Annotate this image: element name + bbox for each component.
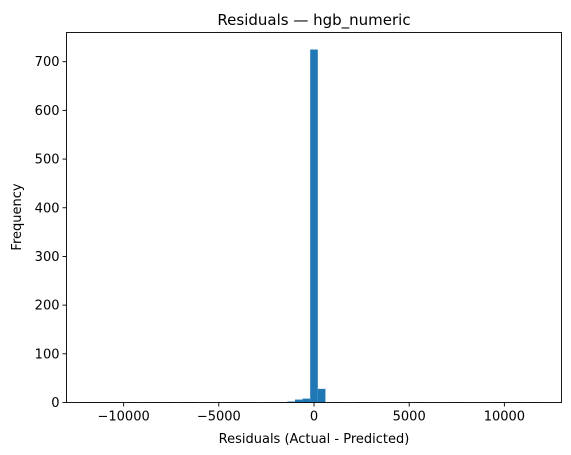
x-tick-label: 0 — [310, 410, 318, 425]
y-tick-label: 400 — [35, 201, 60, 216]
y-tick-label: 700 — [35, 55, 60, 70]
chart-title: Residuals — hgb_numeric — [217, 11, 410, 30]
x-axis-ticks: −10000 −5000 0 5000 10000 — [97, 402, 525, 425]
x-tick-label: 10000 — [484, 410, 525, 425]
histogram-bar — [317, 388, 326, 403]
y-tick-label: 600 — [35, 104, 60, 119]
x-axis-title: Residuals (Actual - Predicted) — [219, 432, 410, 447]
y-tick-label: 200 — [35, 299, 60, 314]
x-tick-label: −10000 — [97, 410, 149, 425]
y-tick-label: 0 — [51, 396, 59, 411]
x-tick-label: 5000 — [393, 410, 426, 425]
y-tick-label: 100 — [35, 347, 60, 362]
y-axis-ticks: 0 100 200 300 400 500 600 700 — [35, 55, 67, 411]
y-tick-label: 300 — [35, 250, 60, 265]
bars-group — [81, 49, 539, 403]
x-tick-label: −5000 — [197, 410, 241, 425]
plot-frame — [66, 32, 562, 403]
histogram-bar — [310, 49, 318, 403]
y-axis-title: Frequency — [10, 183, 25, 250]
histogram-bar — [287, 401, 295, 403]
y-tick-label: 500 — [35, 153, 60, 168]
histogram-bar — [294, 399, 303, 403]
histogram-bar — [302, 398, 311, 403]
